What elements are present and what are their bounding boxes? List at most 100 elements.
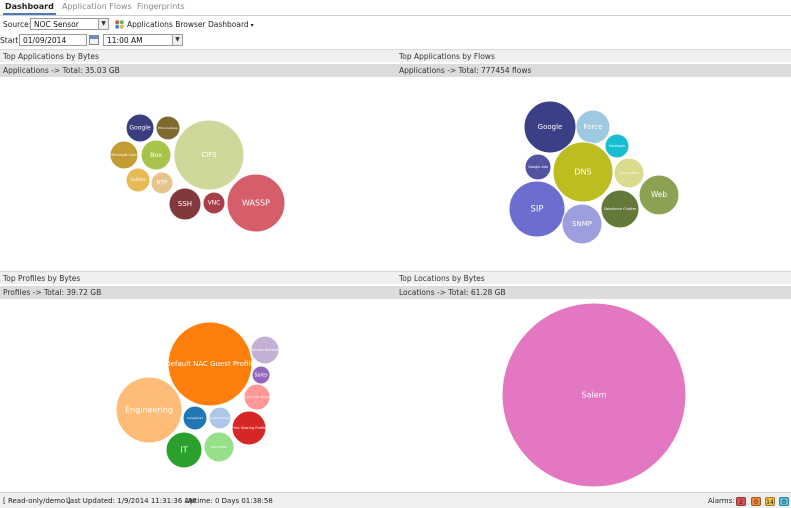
apps-browser-icon <box>115 20 124 29</box>
source-toolbar: Source: NOC Sensor ▼ Applications Browse… <box>0 17 791 33</box>
apps-bytes-bubble-rtp[interactable]: RTP <box>150 171 174 195</box>
panel-total-apps-bytes: Applications -> Total: 35.03 GB <box>0 64 396 77</box>
dashboard-select-button[interactable]: Applications Browser Dashboard ▾ <box>127 20 254 29</box>
apps-bytes-bubble-wassp[interactable]: WASSP <box>226 173 286 233</box>
bubble-circle[interactable] <box>561 203 603 245</box>
profiles-bytes-bubble-test-profile[interactable]: Test Profile <box>203 431 235 463</box>
apps-bytes-bubble-ethernet-app[interactable]: Ethernet/app <box>155 115 181 141</box>
apps-bytes-bubble-google[interactable]: Google <box>125 113 155 143</box>
bubble-circle[interactable] <box>604 133 630 159</box>
apps-flows-bubble-google-video[interactable]: Google Video <box>613 157 645 189</box>
bubble-circle[interactable] <box>173 119 245 191</box>
start-date-input[interactable]: 01/09/2014 <box>19 34 87 46</box>
profiles-bytes-bubble-engineering[interactable]: Engineering <box>115 376 183 444</box>
chevron-down-icon: ▼ <box>98 19 108 29</box>
panel-title-profiles-bytes: Top Profiles by Bytes <box>0 271 396 284</box>
bubble-circle[interactable] <box>125 113 155 143</box>
tab-dashboard[interactable]: Dashboard <box>3 2 56 15</box>
bubble-circle[interactable] <box>251 365 271 385</box>
apps-bytes-bubble-vnc[interactable]: VNC <box>202 191 226 215</box>
last-updated: Last Updated: 1/9/2014 11:31:36 AM <box>66 497 196 505</box>
bubble-circle[interactable] <box>600 189 640 229</box>
bubble-circle[interactable] <box>231 410 267 446</box>
mode-indicator: [ Read-only/demo ] <box>3 497 71 505</box>
calendar-icon[interactable] <box>89 35 99 45</box>
alarm-critical-badge[interactable]: 2 <box>736 497 746 506</box>
source-select-value: NOC Sensor <box>34 20 79 29</box>
apps-bytes-bubble-cifs[interactable]: CIFS <box>173 119 245 191</box>
bubble-circle[interactable] <box>150 171 174 195</box>
profiles-bytes-bubble-secure-devices[interactable]: Secure Devices <box>250 335 280 365</box>
bubble-circle[interactable] <box>203 431 235 463</box>
panel-title-locations-bytes: Top Locations by Bytes <box>396 271 791 284</box>
bubble-circle[interactable] <box>115 376 183 444</box>
bubble-circle[interactable] <box>125 167 151 193</box>
tab-bar: Dashboard Application Flows Fingerprints <box>0 0 791 16</box>
dashboard-select-label: Applications Browser Dashboard <box>127 20 249 29</box>
panel-title-apps-bytes: Top Applications by Bytes <box>0 49 396 62</box>
profiles-bytes-bubble-contractor-profile[interactable]: Contractor Profile <box>243 383 271 411</box>
apps-bytes-bubble-ssh[interactable]: SSH <box>168 187 202 221</box>
chevron-down-icon: ▼ <box>172 35 182 45</box>
profiles-bytes-bubble-sales[interactable]: Sales <box>251 365 271 385</box>
bubble-circle[interactable] <box>524 153 552 181</box>
profiles-bytes-bubble-unregistered[interactable]: Unregistered <box>182 405 208 431</box>
panel-title-apps-flows: Top Applications by Flows <box>396 49 791 62</box>
bubble-circle[interactable] <box>202 191 226 215</box>
apps-flows-bubble-snmp[interactable]: SNMP <box>561 203 603 245</box>
tab-application-flows[interactable]: Application Flows <box>62 2 132 11</box>
panel-total-apps-flows: Applications -> Total: 777454 flows <box>396 64 791 77</box>
bubble-circle[interactable] <box>575 109 611 145</box>
profiles-bytes-bubble-guest-access[interactable]: Guest Access <box>208 406 232 430</box>
bubble-circle[interactable] <box>155 115 181 141</box>
alarm-info-badge[interactable]: 0 <box>779 497 789 506</box>
apps-flows-bubble-facebook[interactable]: Facebook <box>604 133 630 159</box>
bubble-circle[interactable] <box>167 321 253 407</box>
alarms-label: Alarms: <box>708 497 735 505</box>
source-select[interactable]: NOC Sensor ▼ <box>30 18 109 30</box>
bubble-circle[interactable] <box>182 405 208 431</box>
bubble-circle[interactable] <box>109 140 139 170</box>
apps-flows-bubble-google[interactable]: Google <box>523 100 577 154</box>
uptime: Uptime: 0 Days 01:38:58 <box>185 497 273 505</box>
panel-total-locations-bytes: Locations -> Total: 61.28 GB <box>396 286 791 299</box>
locations-bytes-bubble-salem[interactable]: Salem <box>501 302 687 488</box>
source-label: Source: <box>3 20 32 29</box>
bubble-circle[interactable] <box>250 335 280 365</box>
profiles-bytes-bubble-default-nac-guest-profile[interactable]: Default NAC Guest Profile <box>165 321 255 407</box>
apps-bytes-bubble-microsoft-corp[interactable]: Microsoft Corp <box>109 140 139 170</box>
start-time-value: 11:00 AM <box>107 36 143 45</box>
profiles-bytes-bubble-it[interactable]: IT <box>165 431 203 469</box>
start-label: Start: <box>0 36 21 45</box>
profiles-bytes-bubble-print-sharing-profile[interactable]: Print Sharing Profile <box>231 410 267 446</box>
apps-bytes-bubble-box[interactable]: Box <box>140 139 172 171</box>
start-date-value: 01/09/2014 <box>23 36 67 45</box>
bubble-circle[interactable] <box>140 139 172 171</box>
apps-flows-bubble-web[interactable]: Web <box>638 174 680 216</box>
apps-flows-bubble-sip[interactable]: SIP <box>508 180 566 238</box>
bubble-circle[interactable] <box>508 180 566 238</box>
apps-flows-bubble-google-ads[interactable]: Google Ads <box>524 153 552 181</box>
caret-down-icon: ▾ <box>250 22 254 29</box>
apps-flows-bubble-dns[interactable]: DNS <box>552 141 614 203</box>
alarm-minor-badge[interactable]: 14 <box>765 497 775 506</box>
tab-fingerprints[interactable]: Fingerprints <box>137 2 185 11</box>
status-bar: [ Read-only/demo ] Last Updated: 1/9/201… <box>0 492 791 508</box>
bubble-circle[interactable] <box>613 157 645 189</box>
bubble-circle[interactable] <box>208 406 232 430</box>
bubble-circle[interactable] <box>168 187 202 221</box>
apps-flows-bubble-salesforce-chatter[interactable]: Salesforce Chatter <box>600 189 640 229</box>
bubble-circle[interactable] <box>552 141 614 203</box>
apps-bytes-bubble-outlook[interactable]: Outlook <box>125 167 151 193</box>
bubble-circle[interactable] <box>523 100 577 154</box>
bubble-circle[interactable] <box>226 173 286 233</box>
panel-total-profiles-bytes: Profiles -> Total: 39.72 GB <box>0 286 396 299</box>
apps-flows-bubble-force[interactable]: Force <box>575 109 611 145</box>
bubble-circle[interactable] <box>165 431 203 469</box>
bubble-circle[interactable] <box>243 383 271 411</box>
bubble-circle[interactable] <box>501 302 687 488</box>
alarm-major-badge[interactable]: 0 <box>751 497 761 506</box>
bubble-circle[interactable] <box>638 174 680 216</box>
start-time-select[interactable]: 11:00 AM ▼ <box>103 34 183 46</box>
